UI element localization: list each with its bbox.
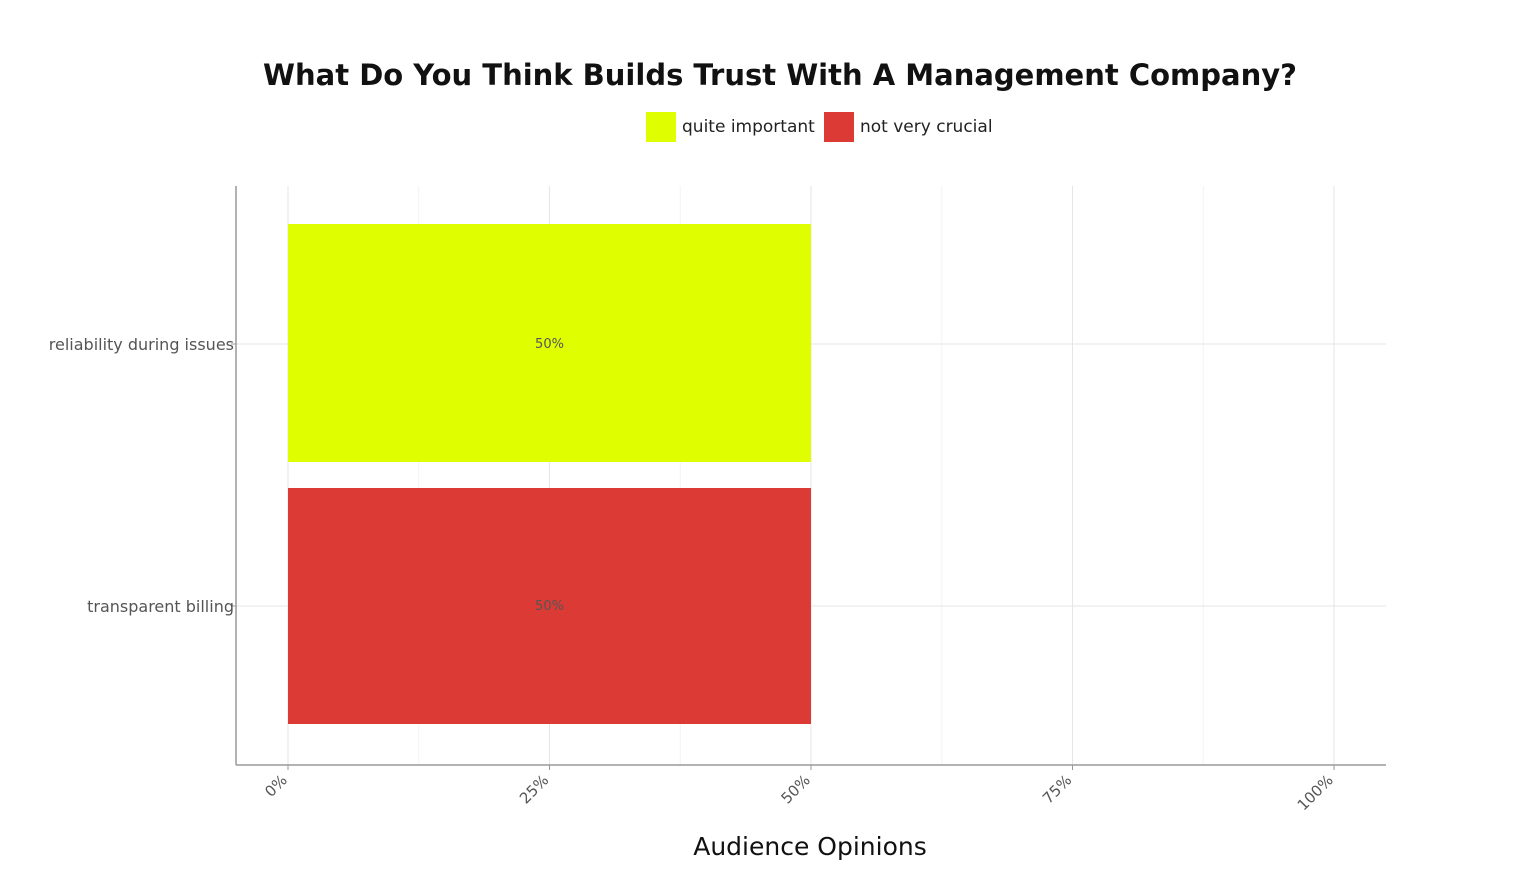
bar-transparent-billing[interactable] xyxy=(288,488,811,724)
bars: 50% 50% xyxy=(288,224,811,724)
x-axis-title: Audience Opinions xyxy=(693,832,927,861)
legend-item-quite-important[interactable]: quite important xyxy=(646,112,815,142)
legend-item-not-very-crucial[interactable]: not very crucial xyxy=(824,112,993,142)
x-tick-label: 0% xyxy=(261,771,291,801)
bar-value-label: 50% xyxy=(535,599,564,614)
legend-swatch-quite-important xyxy=(646,112,676,142)
legend-swatch-not-very-crucial xyxy=(824,112,854,142)
x-tick-label: 75% xyxy=(1039,771,1075,807)
y-tick-label-reliability-during-issues: reliability during issues xyxy=(49,335,234,354)
bar-reliability-during-issues[interactable] xyxy=(288,224,811,462)
x-tick-label: 50% xyxy=(778,771,814,807)
legend: quite important not very crucial xyxy=(646,112,993,142)
bar-value-label: 50% xyxy=(535,337,564,352)
y-tick-label-transparent-billing: transparent billing xyxy=(87,597,234,616)
x-tick-label: 100% xyxy=(1294,771,1337,814)
x-tick-label: 25% xyxy=(516,771,552,807)
legend-label-quite-important: quite important xyxy=(682,117,815,137)
chart-title: What Do You Think Builds Trust With A Ma… xyxy=(263,58,1297,92)
legend-label-not-very-crucial: not very crucial xyxy=(860,117,993,137)
